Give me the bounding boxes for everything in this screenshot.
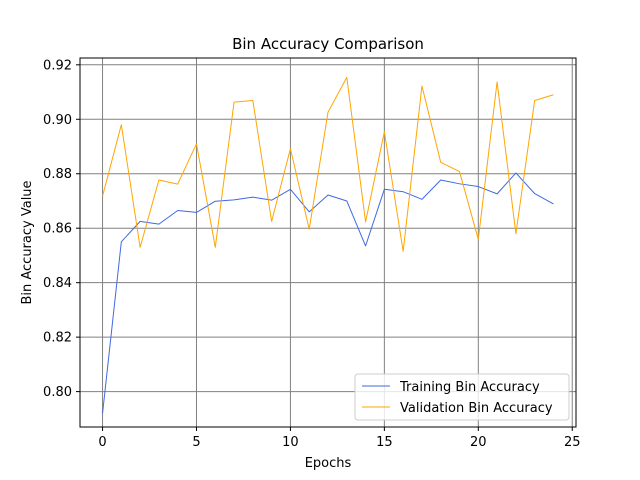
x-tick-label: 20 xyxy=(470,435,487,450)
y-tick-label: 0.88 xyxy=(43,167,72,182)
grid xyxy=(80,58,576,427)
x-axis: 0 5 10 15 20 25 xyxy=(98,427,581,450)
series-line-training xyxy=(102,172,554,414)
chart-title: Bin Accuracy Comparison xyxy=(232,35,424,53)
y-tick-label: 0.84 xyxy=(43,276,72,291)
x-tick-label: 5 xyxy=(192,435,200,450)
x-axis-label: Epochs xyxy=(305,456,352,471)
x-tick-label: 25 xyxy=(564,435,581,450)
y-tick-label: 0.92 xyxy=(43,58,72,73)
series-line-validation xyxy=(102,76,554,252)
y-tick-label: 0.80 xyxy=(43,385,72,400)
y-tick-label: 0.82 xyxy=(43,331,72,346)
x-tick-label: 10 xyxy=(282,435,299,450)
legend-label-validation: Validation Bin Accuracy xyxy=(400,401,553,416)
series-layer xyxy=(102,76,554,414)
legend-box xyxy=(354,373,570,421)
legend-label-training: Training Bin Accuracy xyxy=(399,380,540,395)
y-tick-label: 0.90 xyxy=(43,113,72,128)
legend: Training Bin Accuracy Validation Bin Acc… xyxy=(354,373,570,421)
y-axis-label: Bin Accuracy Value xyxy=(20,180,35,304)
plot-frame xyxy=(79,57,577,428)
y-axis: 0.80 0.82 0.84 0.86 0.88 0.90 0.92 xyxy=(43,58,80,400)
y-tick-label: 0.86 xyxy=(43,222,72,237)
x-tick-label: 0 xyxy=(98,435,106,450)
x-tick-label: 15 xyxy=(376,435,393,450)
